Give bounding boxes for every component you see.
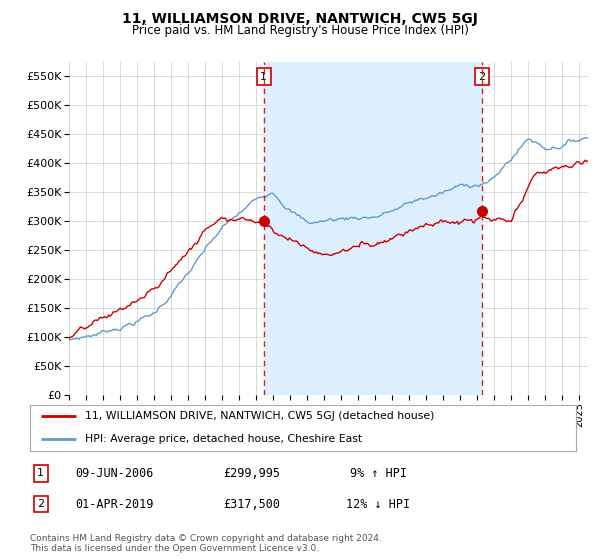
- Text: 12% ↓ HPI: 12% ↓ HPI: [346, 497, 410, 511]
- Text: 1: 1: [37, 468, 44, 478]
- Text: Contains HM Land Registry data © Crown copyright and database right 2024.
This d: Contains HM Land Registry data © Crown c…: [30, 534, 382, 553]
- Text: £317,500: £317,500: [223, 497, 281, 511]
- Text: HPI: Average price, detached house, Cheshire East: HPI: Average price, detached house, Ches…: [85, 435, 362, 444]
- Text: 09-JUN-2006: 09-JUN-2006: [75, 466, 153, 480]
- Text: 9% ↑ HPI: 9% ↑ HPI: [349, 466, 407, 480]
- Text: 2: 2: [478, 72, 485, 82]
- Text: 11, WILLIAMSON DRIVE, NANTWICH, CW5 5GJ (detached house): 11, WILLIAMSON DRIVE, NANTWICH, CW5 5GJ …: [85, 412, 434, 421]
- Bar: [263, 62, 482, 395]
- Text: £299,995: £299,995: [223, 466, 281, 480]
- Text: Price paid vs. HM Land Registry's House Price Index (HPI): Price paid vs. HM Land Registry's House …: [131, 24, 469, 37]
- Text: 2: 2: [37, 499, 44, 509]
- Text: 11, WILLIAMSON DRIVE, NANTWICH, CW5 5GJ: 11, WILLIAMSON DRIVE, NANTWICH, CW5 5GJ: [122, 12, 478, 26]
- Text: 1: 1: [260, 72, 267, 82]
- Text: 01-APR-2019: 01-APR-2019: [75, 497, 153, 511]
